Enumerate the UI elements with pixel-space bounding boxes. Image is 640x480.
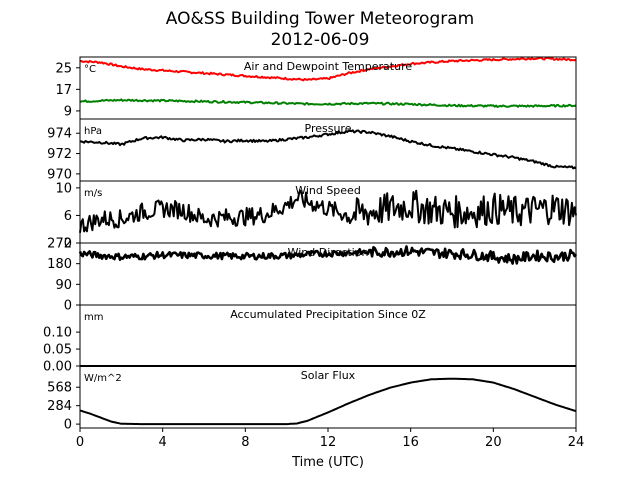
unit-label: W/m^2: [84, 373, 122, 384]
unit-label: mm: [84, 312, 103, 323]
y-tick-label: 17: [55, 83, 72, 98]
panel-3: Wind Direction 0 90 180 270: [47, 237, 578, 314]
panel-title: Wind Speed: [295, 184, 361, 197]
y-tick-label: 974: [47, 127, 72, 142]
y-tick-label: 972: [47, 147, 72, 162]
y-tick-label: 180: [47, 257, 72, 272]
x-tick-label: 8: [241, 435, 249, 450]
panels: Air and Dewpoint Temperature °C 9 17 25 Press…: [43, 56, 585, 450]
panel-title: Solar Flux: [301, 369, 356, 382]
y-tick-label: 25: [55, 61, 72, 76]
figure-date: 2012-06-09: [271, 30, 370, 50]
unit-label: m/s: [84, 188, 102, 199]
panel-4: Accumulated Precipitation Since 0Z mm 0.00…: [43, 304, 577, 375]
panel-title: Accumulated Precipitation Since 0Z: [230, 308, 426, 321]
y-tick-label: 284: [47, 399, 72, 414]
series-line-0: [79, 129, 577, 170]
unit-label: °C: [84, 64, 96, 75]
y-tick-label: 270: [47, 237, 72, 252]
y-tick-label: 568: [47, 381, 72, 396]
y-tick-label: 0.05: [43, 343, 72, 358]
series-line-0: [79, 377, 577, 426]
y-tick-label: 10: [55, 181, 72, 196]
y-tick-label: 0: [64, 299, 72, 314]
unit-label: hPa: [84, 126, 102, 137]
y-tick-label: 0.00: [43, 360, 72, 375]
y-tick-label: 0.10: [43, 326, 72, 341]
x-tick-label: 12: [320, 435, 337, 450]
panel-1: Pressure hPa 970 972 974: [47, 118, 577, 182]
panel-title: Wind Direction: [288, 246, 369, 259]
y-tick-label: 970: [47, 167, 72, 182]
y-tick-label: 9: [64, 104, 72, 119]
series-line-0: [79, 56, 577, 82]
x-tick-label: 20: [485, 435, 502, 450]
panel-0: Air and Dewpoint Temperature °C 9 17 25: [55, 56, 577, 120]
series-line-0: [79, 189, 577, 233]
figure-title: AO&SS Building Tower Meteorogram: [166, 9, 474, 29]
panel-title: Pressure: [305, 122, 352, 135]
panel-5: Solar Flux W/m^2 0 284 568 0 4 8 12 16 20 24: [47, 365, 585, 450]
x-tick-label: 16: [402, 435, 419, 450]
y-tick-label: 6: [64, 209, 72, 224]
x-axis-label: Time (UTC): [291, 455, 364, 470]
x-tick-label: 24: [568, 435, 585, 450]
panel-title: Air and Dewpoint Temperature: [244, 60, 412, 73]
y-tick-label: 0: [64, 418, 72, 433]
x-tick-label: 4: [159, 435, 167, 450]
x-tick-label: 0: [76, 435, 84, 450]
y-tick-label: 2: [64, 237, 72, 252]
y-tick-label: 90: [55, 278, 72, 293]
series-line-0: [78, 245, 578, 265]
series-line-1: [79, 98, 577, 108]
panel-2: Wind Speed m/s 2 6 10: [55, 180, 577, 252]
